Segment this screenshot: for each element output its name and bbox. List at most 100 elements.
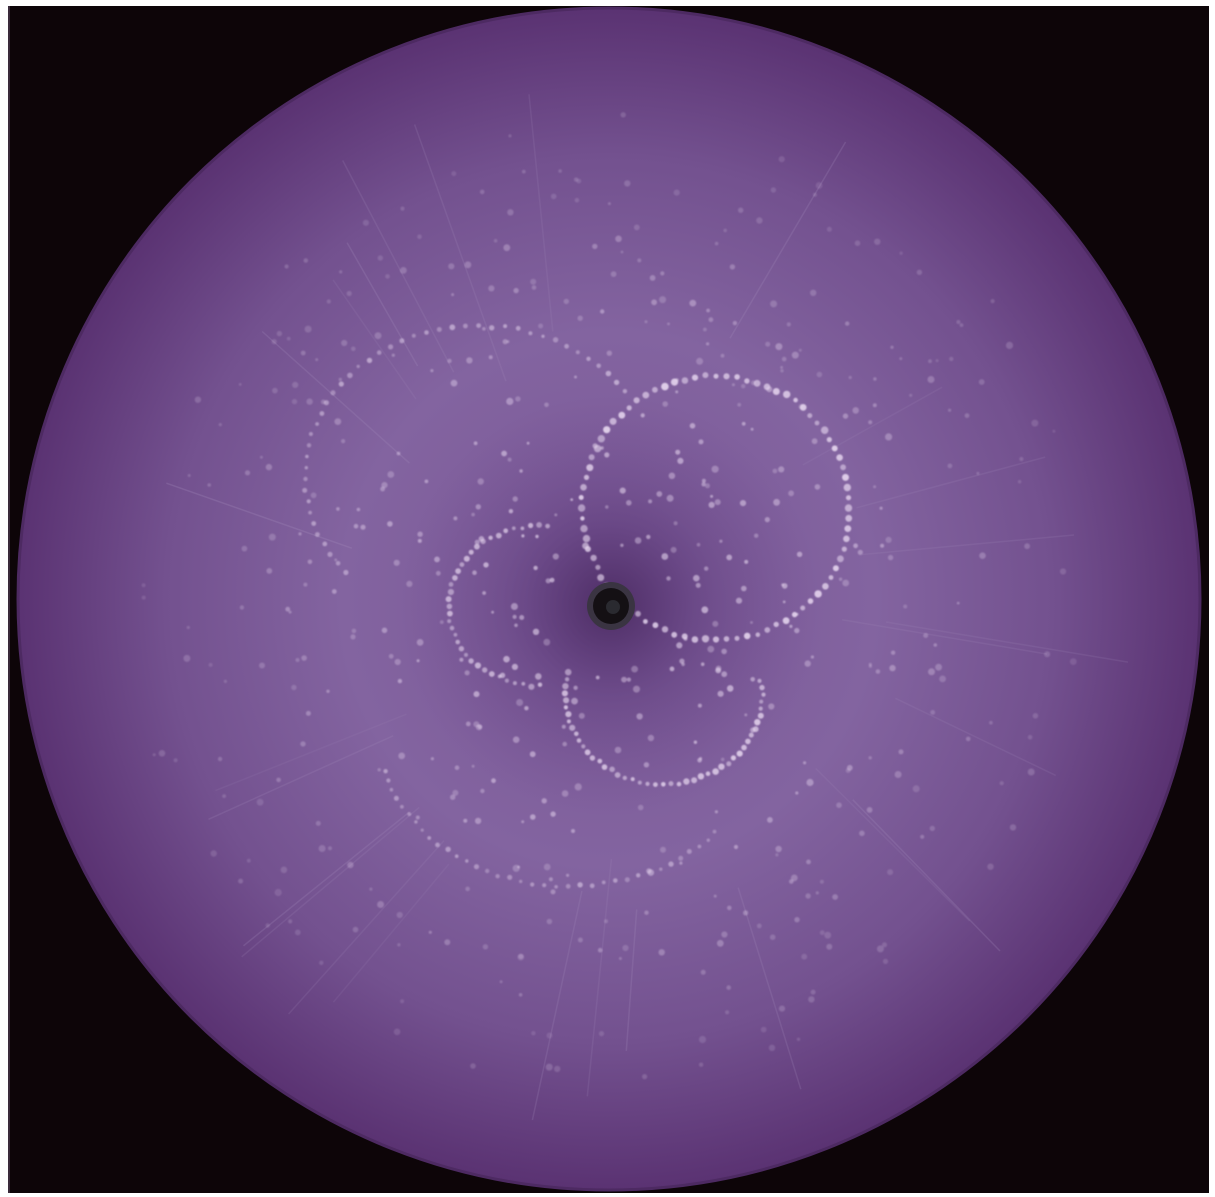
diffraction-spot: [574, 731, 579, 737]
diffraction-spot: [511, 526, 516, 531]
diffraction-spot: [141, 595, 146, 600]
diffraction-spot: [750, 677, 755, 682]
diffraction-spot: [712, 768, 719, 775]
diffraction-spot: [804, 660, 811, 667]
diffraction-streaks: [166, 94, 1129, 1121]
diffraction-spot: [294, 929, 301, 936]
diffraction-spot: [826, 226, 832, 232]
diffraction-spot: [341, 339, 348, 347]
diffraction-spot: [872, 403, 877, 408]
diffraction-spot: [436, 327, 442, 332]
diffraction-spot: [726, 554, 733, 561]
diffraction-spot: [841, 546, 847, 552]
diffraction-spot: [604, 919, 608, 924]
diffraction-spot: [756, 923, 762, 929]
diffraction-spot: [459, 657, 464, 662]
diffraction-spot: [451, 293, 455, 297]
diffraction-spot: [512, 864, 520, 872]
diffraction-spot: [964, 413, 970, 418]
diffraction-spot: [511, 663, 518, 671]
diffraction-spot: [645, 781, 650, 787]
diffraction-spot: [1069, 658, 1077, 665]
diffraction-spot: [743, 632, 751, 640]
diffraction-spot: [580, 516, 585, 521]
diffraction-streak: [346, 242, 419, 367]
diffraction-spot: [352, 926, 359, 933]
diffraction-spot: [745, 738, 751, 745]
diffraction-spot: [499, 672, 506, 678]
diffraction-spot: [300, 350, 306, 356]
diffraction-spot: [351, 346, 356, 352]
diffraction-spot: [308, 510, 312, 515]
diffraction-spot: [374, 332, 382, 340]
diffraction-spot: [783, 390, 791, 399]
diffraction-spot: [723, 373, 730, 380]
diffraction-spot: [473, 864, 480, 870]
diffraction-spot: [387, 471, 395, 478]
diffraction-spot: [334, 558, 338, 562]
diffraction-spot: [848, 375, 852, 380]
diffraction-spot: [706, 342, 710, 346]
diffraction-spot: [292, 381, 299, 388]
diffraction-spot: [670, 546, 677, 553]
diffraction-spot: [471, 512, 475, 517]
diffraction-spot: [696, 357, 704, 365]
diffraction-spot: [280, 866, 288, 874]
diffraction-spot: [528, 522, 534, 529]
diffraction-spot: [852, 407, 859, 414]
diffraction-spot: [755, 632, 761, 637]
diffraction-spot: [714, 499, 721, 506]
diffraction-spot: [400, 206, 405, 211]
diffraction-spot: [965, 736, 971, 742]
diffraction-streak: [842, 619, 1048, 655]
diffraction-spot: [912, 785, 920, 793]
diffraction-spot: [546, 918, 553, 925]
diffraction-spot: [624, 877, 630, 883]
diffraction-spot: [501, 450, 507, 457]
diffraction-spot: [512, 614, 517, 620]
diffraction-spot: [451, 171, 457, 177]
diffraction-spot: [666, 494, 674, 502]
diffraction-spot: [620, 543, 624, 547]
diffraction-spot: [649, 275, 656, 281]
diffraction-spot: [238, 383, 242, 386]
diffraction-spot: [341, 439, 346, 444]
diffraction-spot: [706, 838, 710, 842]
diffraction-streak: [261, 330, 410, 464]
diffraction-spot: [573, 685, 578, 690]
diffraction-spot: [507, 209, 514, 216]
diffraction-spot: [327, 551, 333, 558]
diffraction-spot: [778, 1005, 786, 1012]
diffraction-spot: [882, 942, 887, 948]
diffraction-spot: [789, 879, 794, 884]
diffraction-spot: [836, 802, 842, 808]
diffraction-spot: [844, 525, 852, 532]
diffraction-spot: [584, 749, 591, 756]
diffraction-spot: [521, 169, 526, 174]
diffraction-spot: [609, 417, 617, 425]
diffraction-spot: [499, 980, 503, 984]
diffraction-spot: [448, 582, 454, 587]
diffraction-spot: [738, 207, 744, 213]
diffraction-spot: [320, 399, 326, 405]
diffraction-spot: [474, 543, 480, 550]
diffraction-spot: [207, 483, 211, 487]
diffraction-spot: [868, 756, 872, 760]
diffraction-spot: [626, 405, 632, 411]
diffraction-spot: [479, 189, 485, 195]
diffraction-spot: [723, 636, 730, 642]
diffraction-spot: [782, 617, 790, 625]
diffraction-spot: [720, 757, 725, 762]
diffraction-spot: [474, 662, 481, 669]
diffraction-streak: [166, 482, 353, 549]
diffraction-spot: [577, 937, 583, 943]
diffraction-spot: [326, 689, 330, 693]
diffraction-spot: [643, 762, 650, 768]
diffraction-spot: [885, 433, 893, 441]
diffraction-spot: [452, 789, 459, 796]
diffraction-spot: [502, 339, 508, 345]
diffraction-spot: [636, 713, 643, 720]
diffraction-spot: [592, 443, 598, 449]
diffraction-spot: [482, 667, 488, 673]
diffraction-spot: [780, 369, 784, 373]
